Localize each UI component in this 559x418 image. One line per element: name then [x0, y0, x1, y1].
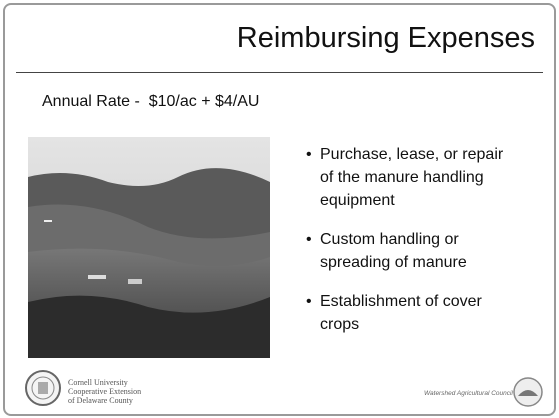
cornell-line: Cooperative Extension: [68, 387, 142, 396]
bullet-list: Purchase, lease, or repair of the manure…: [298, 143, 513, 352]
bullet: Custom handling or spreading of manure: [298, 228, 513, 274]
bullet: Establishment of cover crops: [298, 290, 513, 336]
slide-title: Reimbursing Expenses: [236, 22, 535, 54]
title-rule: [16, 72, 543, 73]
cornell-seal: [25, 370, 61, 406]
landscape-photo: [28, 137, 270, 358]
wac-logo: [513, 377, 543, 407]
wac-text: Watershed Agricultural Council: [424, 390, 513, 397]
slide-frame: [3, 3, 556, 416]
bullet: Purchase, lease, or repair of the manure…: [298, 143, 513, 212]
cornell-text: Cornell University Cooperative Extension…: [68, 378, 141, 405]
subtitle: Annual Rate - $10/ac + $4/AU: [42, 93, 260, 110]
cornell-line: Cornell University: [68, 378, 128, 387]
cornell-line: of Delaware County: [68, 396, 133, 405]
